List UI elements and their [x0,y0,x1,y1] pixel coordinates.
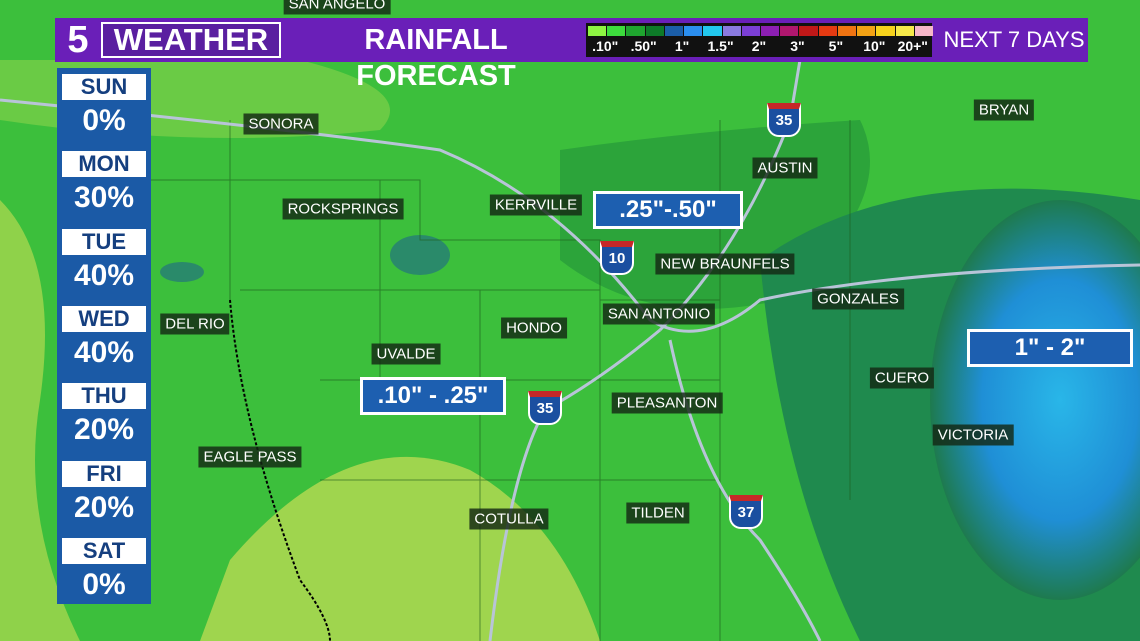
city-label: ROCKSPRINGS [282,198,404,220]
legend-label: 1" [674,38,690,54]
brand-text: WEATHER [103,24,279,56]
dark-spot [390,235,450,275]
day-chance: 0% [82,567,126,601]
city-label: SAN ANGELO [283,0,391,15]
day-label: MON [62,151,146,178]
city-label: EAGLE PASS [198,446,302,468]
city-label: CUERO [869,367,935,389]
day-label: THU [62,383,146,410]
city-label: UVALDE [371,343,441,365]
rain-total: 1" - 2" [967,329,1133,367]
legend-label: 2" [751,38,767,54]
day-label: WED [62,305,146,332]
legend-label: .10" [592,38,619,54]
city-label: TILDEN [626,502,690,524]
legend-swatch [837,26,857,36]
rain-total: .10" - .25" [360,377,506,415]
heavy-area [930,200,1140,600]
city-label: SONORA [243,113,319,135]
highway-shield: 35 [767,103,801,137]
city-label: VICTORIA [932,424,1014,446]
legend-swatch [741,26,760,36]
light-area [0,200,80,641]
day-chance: 40% [73,335,135,369]
day-label: SUN [62,74,146,100]
legend-swatch [607,26,626,36]
highway-shield: 37 [729,495,763,529]
legend-swatch [761,26,780,36]
legend-swatch [588,26,607,36]
legend: .10" .50" 1" 1.5" 2" 3" 5" 10" 20+" [586,23,933,57]
day-label: TUE [62,228,146,255]
highway-shield: 35 [528,391,562,425]
light-area [200,456,600,641]
legend-swatch [703,26,722,36]
legend-swatch [626,26,645,36]
legend-label: 3" [790,38,805,54]
city-label: COTULLA [469,508,549,530]
period: NEXT 7 DAYS [943,27,1085,52]
day-chance: 40% [73,258,135,292]
day-chance: 20% [73,413,135,447]
legend-swatch [895,26,914,36]
city-label: NEW BRAUNFELS [655,253,795,275]
city-label: GONZALES [812,288,904,310]
day-chance: 20% [73,490,135,524]
day-chance: 0% [82,104,126,137]
legend-swatch [857,26,876,36]
city-label: AUSTIN [752,157,818,179]
county-lines [150,120,851,641]
legend-swatch [722,26,741,36]
day-chance: 30% [73,181,135,215]
city-label: HONDO [501,317,567,339]
legend-swatch [780,26,799,36]
logo: 5 [67,19,89,61]
highway-shield: 10 [600,241,634,275]
legend-label: 5" [828,38,844,54]
city-label: SAN ANTONIO [602,303,716,325]
legend-swatch [684,26,703,36]
legend-swatch [799,26,818,36]
city-label: KERRVILLE [489,194,583,216]
dark-spot [160,262,204,282]
rain-total: .25"-.50" [593,191,743,229]
legend-label: .50" [630,38,657,54]
day-label: SAT [62,537,146,564]
day-label: FRI [62,460,146,487]
title: RAINFALL FORECAST [356,24,516,92]
legend-label: 1.5" [707,38,734,54]
border [229,299,331,641]
brand: WEATHER [101,22,281,58]
legend-swatch [664,26,684,36]
city-label: PLEASANTON [611,392,723,414]
legend-label: 20+" [897,38,928,54]
legend-label: 10" [863,38,886,54]
legend-swatch [818,26,837,36]
legend-swatch [914,26,933,36]
legend-swatch [645,26,664,36]
legend-swatch [876,26,895,36]
city-label: DEL RIO [160,313,230,335]
city-label: BRYAN [973,99,1035,121]
